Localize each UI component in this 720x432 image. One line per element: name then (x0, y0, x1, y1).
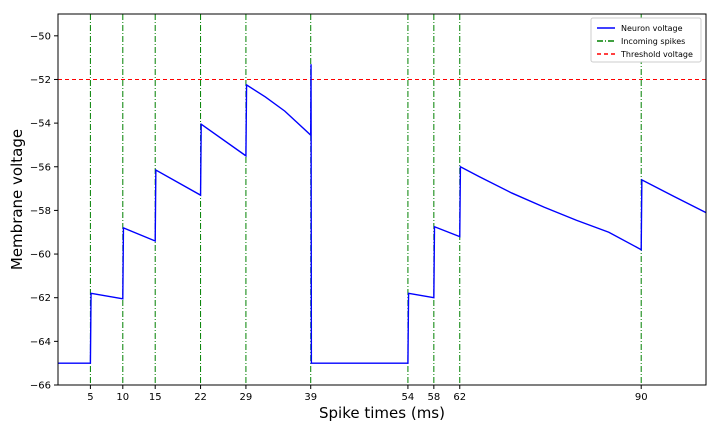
legend-label: Neuron voltage (621, 24, 683, 33)
x-tick-label: 10 (116, 392, 129, 403)
y-tick-label: −66 (30, 381, 51, 392)
y-tick-label: −52 (30, 75, 51, 86)
x-tick-label: 54 (402, 392, 415, 403)
x-axis: 5 10 15 22 29 39 54 58 62 90 (87, 385, 648, 403)
x-tick-label: 58 (427, 392, 440, 403)
y-tick-label: −64 (30, 337, 51, 348)
legend-label: Threshold voltage (620, 50, 693, 59)
x-tick-label: 29 (240, 392, 253, 403)
y-tick-label: −58 (30, 206, 51, 217)
y-tick-label: −62 (30, 293, 51, 304)
legend-label: Incoming spikes (621, 37, 685, 46)
y-tick-label: −60 (30, 250, 51, 261)
x-tick-label: 62 (453, 392, 466, 403)
x-tick-label: 22 (194, 392, 207, 403)
y-axis: −66 −64 −62 −60 −58 −56 −54 −52 −50 (30, 31, 58, 392)
legend-box (590, 17, 702, 63)
x-tick-label: 15 (149, 392, 162, 403)
x-tick-label: 90 (635, 392, 648, 403)
legend: Neuron voltage Incoming spikes Threshold v… (590, 17, 702, 63)
x-tick-label: 39 (304, 392, 317, 403)
y-axis-label: Membrane voltage (8, 129, 26, 270)
plot-area-frame (57, 13, 707, 386)
neuron-voltage-line (58, 64, 707, 364)
y-tick-label: −54 (30, 119, 51, 130)
y-tick-label: −50 (30, 31, 51, 42)
y-tick-label: −56 (30, 162, 51, 173)
x-axis-label: Spike times (ms) (319, 404, 445, 422)
x-tick-label: 5 (87, 392, 93, 403)
